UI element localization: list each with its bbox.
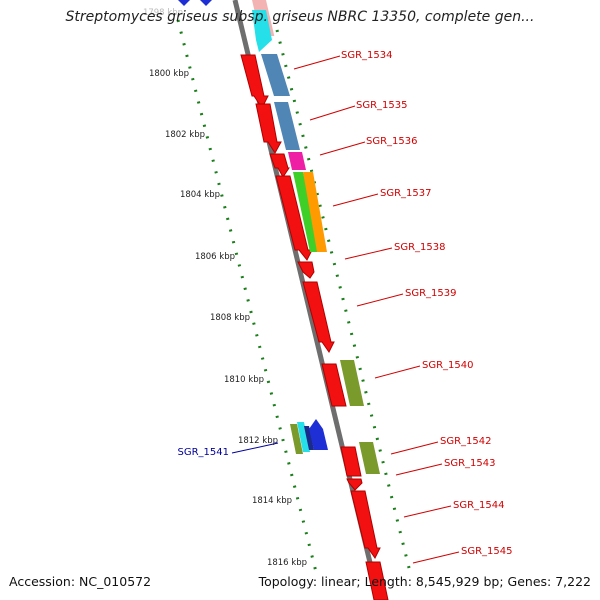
gene-arrow-sgr-1536[interactable] (269, 153, 290, 178)
gene-arrow-sgr-1542[interactable] (340, 446, 362, 477)
gene-block-sgr-1541-cyan[interactable] (297, 422, 310, 452)
gene-block-sgr-1541-navy[interactable] (304, 426, 314, 450)
kbp-tick-label: 1798 kbp (143, 8, 183, 18)
kbp-tick-label: 1800 kbp (149, 69, 189, 79)
callout-line-sgr-1536 (319, 141, 366, 156)
kbp-tick-label: 1810 kbp (224, 375, 264, 385)
callout-line-sgr-1544 (403, 505, 452, 518)
gene-label-sgr-1544[interactable]: SGR_1544 (453, 500, 505, 511)
gene-label-sgr-1537[interactable]: SGR_1537 (380, 188, 432, 199)
gene-block-sgr-1537-green[interactable] (293, 172, 320, 252)
gene-label-sgr-1545[interactable]: SGR_1545 (461, 546, 513, 557)
gene-arrow-sgr-1539[interactable] (302, 281, 335, 353)
gene-block-sgr-1534[interactable] (261, 54, 290, 96)
gene-block-sgr-1536[interactable] (288, 152, 306, 170)
gene-arrow-sgr-1535[interactable] (255, 103, 282, 154)
callout-line-sgr-1540 (374, 365, 421, 379)
gene-label-sgr-1541[interactable]: SGR_1541 (178, 447, 230, 458)
gene-arrow-sgr-1538[interactable] (297, 261, 315, 279)
gene-label-sgr-1536[interactable]: SGR_1536 (366, 136, 418, 147)
gene-arrow-cyan[interactable] (252, 10, 272, 52)
gene-arrow-sgr-1534[interactable] (240, 54, 269, 109)
callout-line-sgr-1545 (412, 551, 460, 564)
callout-line-sgr-1542 (390, 441, 439, 455)
gene-block-sgr-1535[interactable] (274, 102, 300, 150)
kbp-tick-label: 1816 kbp (267, 558, 307, 568)
callout-line-sgr-1539 (356, 293, 404, 307)
callout-line-sgr-1535 (309, 105, 356, 121)
gene-label-sgr-1542[interactable]: SGR_1542 (440, 436, 492, 447)
gene-block-sgr-1541-olive[interactable] (290, 424, 303, 454)
right-dotted-guide (275, 29, 412, 573)
callout-line-sgr-1534 (293, 55, 341, 70)
gene-arrow-sgr-1537[interactable] (275, 175, 313, 261)
kbp-tick-label: 1804 kbp (180, 190, 220, 200)
gene-arrow-sgr-1543[interactable] (346, 478, 363, 491)
map-title: Streptomyces griseus subsp. griseus NBRC… (65, 9, 535, 25)
callout-line-sgr-1543 (395, 463, 443, 476)
gene-label-sgr-1540[interactable]: SGR_1540 (422, 360, 474, 371)
callout-line-sgr-1538 (344, 247, 393, 260)
gene-label-sgr-1534[interactable]: SGR_1534 (341, 50, 393, 61)
accession-text: Accession: NC_010572 (9, 574, 152, 589)
kbp-tick-labels: 1798 kbp 1800 kbp 1802 kbp 1804 kbp 1806 kbp… (143, 8, 307, 568)
kbp-tick-label: 1802 kbp (165, 130, 205, 140)
gene-label-sgr-1538[interactable]: SGR_1538 (394, 242, 446, 253)
gene-block-sgr-1537-orange[interactable] (303, 172, 327, 252)
kbp-tick-label: 1814 kbp (252, 496, 292, 506)
gene-arrow-sgr-1544[interactable] (350, 490, 381, 559)
kbp-tick-label: 1806 kbp (195, 252, 235, 262)
gene-block-sgr-1542[interactable] (359, 442, 380, 474)
topology-summary: Topology: linear; Length: 8,545,929 bp; … (258, 574, 591, 589)
kbp-tick-label: 1812 kbp (238, 436, 278, 446)
gene-arrow-sgr-1540[interactable] (321, 363, 347, 407)
gene-label-sgr-1535[interactable]: SGR_1535 (356, 100, 408, 111)
kbp-tick-label: 1808 kbp (210, 313, 250, 323)
gene-arrow-partial-top[interactable] (178, 0, 190, 6)
kbp-ruler-line (176, 19, 318, 573)
gene-arrow-sgr-1545[interactable] (365, 561, 389, 600)
gene-block-sgr-1540[interactable] (340, 360, 364, 406)
gene-label-sgr-1539[interactable]: SGR_1539 (405, 288, 457, 299)
gene-arrow-partial-top[interactable] (200, 0, 212, 6)
gene-callouts: SGR_1534 SGR_1535 SGR_1536 SGR_1537 SGR_1538… (178, 50, 513, 564)
callout-line-sgr-1537 (332, 193, 379, 207)
gene-arrow-sgr-1541[interactable] (309, 419, 328, 450)
gene-label-sgr-1543[interactable]: SGR_1543 (444, 458, 496, 469)
callout-line-sgr-1541 (231, 442, 279, 454)
